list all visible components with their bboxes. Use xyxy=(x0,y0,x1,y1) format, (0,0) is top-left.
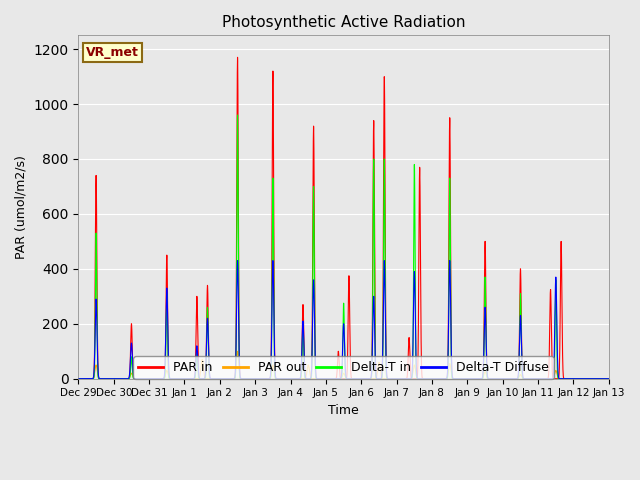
Line: PAR in: PAR in xyxy=(79,57,609,379)
Delta-T Diffuse xyxy=(605,376,612,382)
Delta-T in xyxy=(170,376,177,382)
Delta-T Diffuse xyxy=(604,376,612,382)
Delta-T in xyxy=(605,376,612,382)
Delta-T Diffuse xyxy=(493,376,500,382)
PAR in xyxy=(234,54,241,60)
PAR in xyxy=(324,376,332,382)
PAR in xyxy=(605,376,612,382)
PAR in xyxy=(75,376,83,382)
Delta-T in xyxy=(433,376,441,382)
Y-axis label: PAR (umol/m2/s): PAR (umol/m2/s) xyxy=(15,155,28,259)
Delta-T Diffuse xyxy=(463,376,470,382)
Delta-T Diffuse xyxy=(588,376,596,382)
PAR out xyxy=(324,376,332,382)
Delta-T Diffuse xyxy=(234,258,241,264)
Delta-T in xyxy=(493,376,500,382)
PAR in xyxy=(604,376,612,382)
Title: Photosynthetic Active Radiation: Photosynthetic Active Radiation xyxy=(222,15,465,30)
Text: VR_met: VR_met xyxy=(86,46,140,59)
Legend: PAR in, PAR out, Delta-T in, Delta-T Diffuse: PAR in, PAR out, Delta-T in, Delta-T Dif… xyxy=(133,356,554,379)
PAR in xyxy=(433,376,441,382)
Line: Delta-T Diffuse: Delta-T Diffuse xyxy=(79,261,609,379)
Delta-T Diffuse xyxy=(324,376,332,382)
Delta-T in xyxy=(579,376,587,382)
PAR out xyxy=(604,376,612,382)
PAR out xyxy=(170,376,177,382)
PAR in xyxy=(170,376,177,382)
Line: Delta-T in: Delta-T in xyxy=(79,115,609,379)
Delta-T in xyxy=(75,376,83,382)
X-axis label: Time: Time xyxy=(328,404,359,417)
PAR out xyxy=(605,376,612,382)
Delta-T in xyxy=(463,376,470,382)
PAR in xyxy=(493,376,500,382)
PAR in xyxy=(588,376,595,382)
PAR out xyxy=(234,348,241,354)
PAR out xyxy=(463,376,470,382)
PAR in xyxy=(463,376,470,382)
Line: PAR out: PAR out xyxy=(79,351,609,379)
Delta-T Diffuse xyxy=(170,376,177,382)
PAR out xyxy=(493,376,500,382)
Delta-T Diffuse xyxy=(75,376,83,382)
PAR out xyxy=(75,376,83,382)
Delta-T in xyxy=(234,112,241,118)
Delta-T in xyxy=(324,376,332,382)
Delta-T in xyxy=(604,376,612,382)
Delta-T Diffuse xyxy=(433,376,441,382)
PAR out xyxy=(433,376,441,382)
PAR out xyxy=(597,376,605,382)
